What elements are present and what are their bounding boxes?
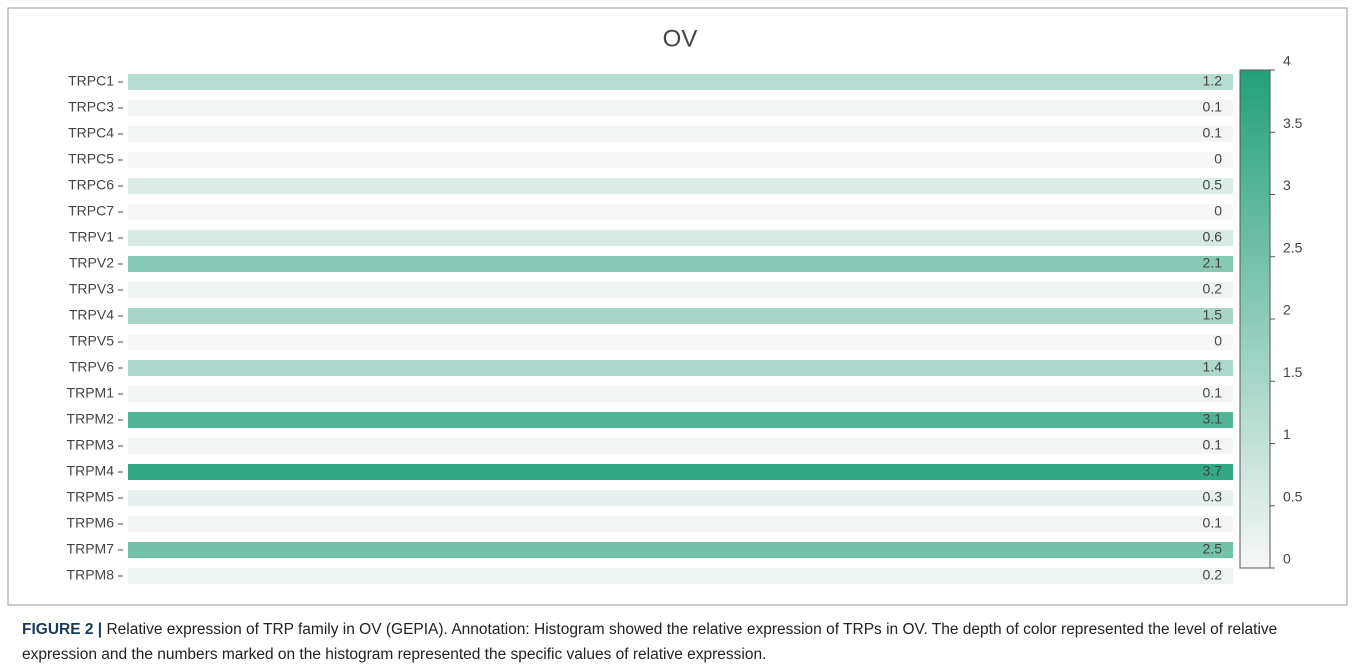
cell xyxy=(128,204,1233,220)
colorbar-tick-label: 1 xyxy=(1283,426,1291,442)
y-tick-label: TRPM5 xyxy=(67,489,115,505)
y-tick-label: TRPM2 xyxy=(67,411,115,427)
value-label: 0.6 xyxy=(1203,229,1223,245)
value-label: 0.1 xyxy=(1203,515,1223,531)
cell xyxy=(128,438,1233,454)
y-tick-label: TRPM6 xyxy=(67,515,115,531)
value-label: 0 xyxy=(1214,203,1222,219)
cell xyxy=(128,74,1233,90)
cell xyxy=(128,308,1233,324)
value-label: 3.1 xyxy=(1203,411,1223,427)
caption-text: Relative expression of TRP family in OV … xyxy=(22,621,1278,663)
cell xyxy=(128,386,1233,402)
value-label: 0 xyxy=(1214,151,1222,167)
y-tick-label: TRPC7 xyxy=(68,203,114,219)
value-label: 2.1 xyxy=(1203,255,1223,271)
colorbar-tick-label: 3.5 xyxy=(1283,115,1303,131)
value-label: 0.5 xyxy=(1203,177,1223,193)
y-tick-label: TRPV1 xyxy=(69,229,114,245)
cell xyxy=(128,412,1233,428)
cell xyxy=(128,178,1233,194)
value-label: 0.1 xyxy=(1203,125,1223,141)
colorbar-tick-label: 0 xyxy=(1283,551,1291,567)
y-tick-label: TRPM7 xyxy=(67,541,115,557)
colorbar-tick-label: 3 xyxy=(1283,177,1291,193)
y-tick-label: TRPM8 xyxy=(67,567,115,583)
value-label: 1.4 xyxy=(1203,359,1223,375)
value-label: 3.7 xyxy=(1203,463,1223,479)
value-label: 1.5 xyxy=(1203,307,1223,323)
value-label: 0.1 xyxy=(1203,385,1223,401)
cell xyxy=(128,490,1233,506)
y-tick-label: TRPV3 xyxy=(69,281,114,297)
y-tick-label: TRPC3 xyxy=(68,99,114,115)
value-label: 2.5 xyxy=(1203,541,1223,557)
caption-label: FIGURE 2 | xyxy=(22,621,103,638)
colorbar xyxy=(1239,69,1271,569)
y-tick-label: TRPV6 xyxy=(69,359,114,375)
y-tick-label: TRPV4 xyxy=(69,307,114,323)
y-tick-label: TRPM1 xyxy=(67,385,115,401)
colorbar-tick-label: 1.5 xyxy=(1283,364,1303,380)
y-tick-label: TRPM3 xyxy=(67,437,115,453)
colorbar-tick-label: 4 xyxy=(1283,53,1291,69)
cell xyxy=(128,152,1233,168)
value-label: 0 xyxy=(1214,333,1222,349)
cell xyxy=(128,360,1233,376)
y-tick-label: TRPC4 xyxy=(68,125,114,141)
chart: OV TRPC1 1.2 TRPC3 0.1 TRPC4 0.1 TRPC5 0 TRPC6 0.… xyxy=(7,7,1348,606)
cell xyxy=(128,126,1233,142)
colorbar-tick-label: 2.5 xyxy=(1283,239,1303,255)
cell xyxy=(128,516,1233,532)
colorbar-tick-label: 2 xyxy=(1283,302,1291,318)
y-tick-label: TRPC1 xyxy=(68,73,114,89)
y-tick-label: TRPV2 xyxy=(69,255,114,271)
value-label: 0.3 xyxy=(1203,489,1223,505)
y-tick-label: TRPC5 xyxy=(68,151,114,167)
cell xyxy=(128,464,1233,480)
cell xyxy=(128,568,1233,584)
value-label: 0.2 xyxy=(1203,567,1223,583)
colorbar-tick-label: 0.5 xyxy=(1283,488,1303,504)
y-tick-label: TRPC6 xyxy=(68,177,114,193)
value-label: 0.1 xyxy=(1203,437,1223,453)
cell xyxy=(128,100,1233,116)
value-label: 0.2 xyxy=(1203,281,1223,297)
cell xyxy=(128,282,1233,298)
chart-title: OV xyxy=(663,25,698,52)
value-label: 0.1 xyxy=(1203,99,1223,115)
frame xyxy=(7,7,1348,606)
y-tick-label: TRPV5 xyxy=(69,333,114,349)
cell xyxy=(128,334,1233,350)
cell xyxy=(128,542,1233,558)
value-label: 1.2 xyxy=(1203,73,1223,89)
cell xyxy=(128,230,1233,246)
caption: FIGURE 2 | Relative expression of TRP fa… xyxy=(22,617,1332,667)
cell xyxy=(128,256,1233,272)
y-tick-label: TRPM4 xyxy=(67,463,115,479)
